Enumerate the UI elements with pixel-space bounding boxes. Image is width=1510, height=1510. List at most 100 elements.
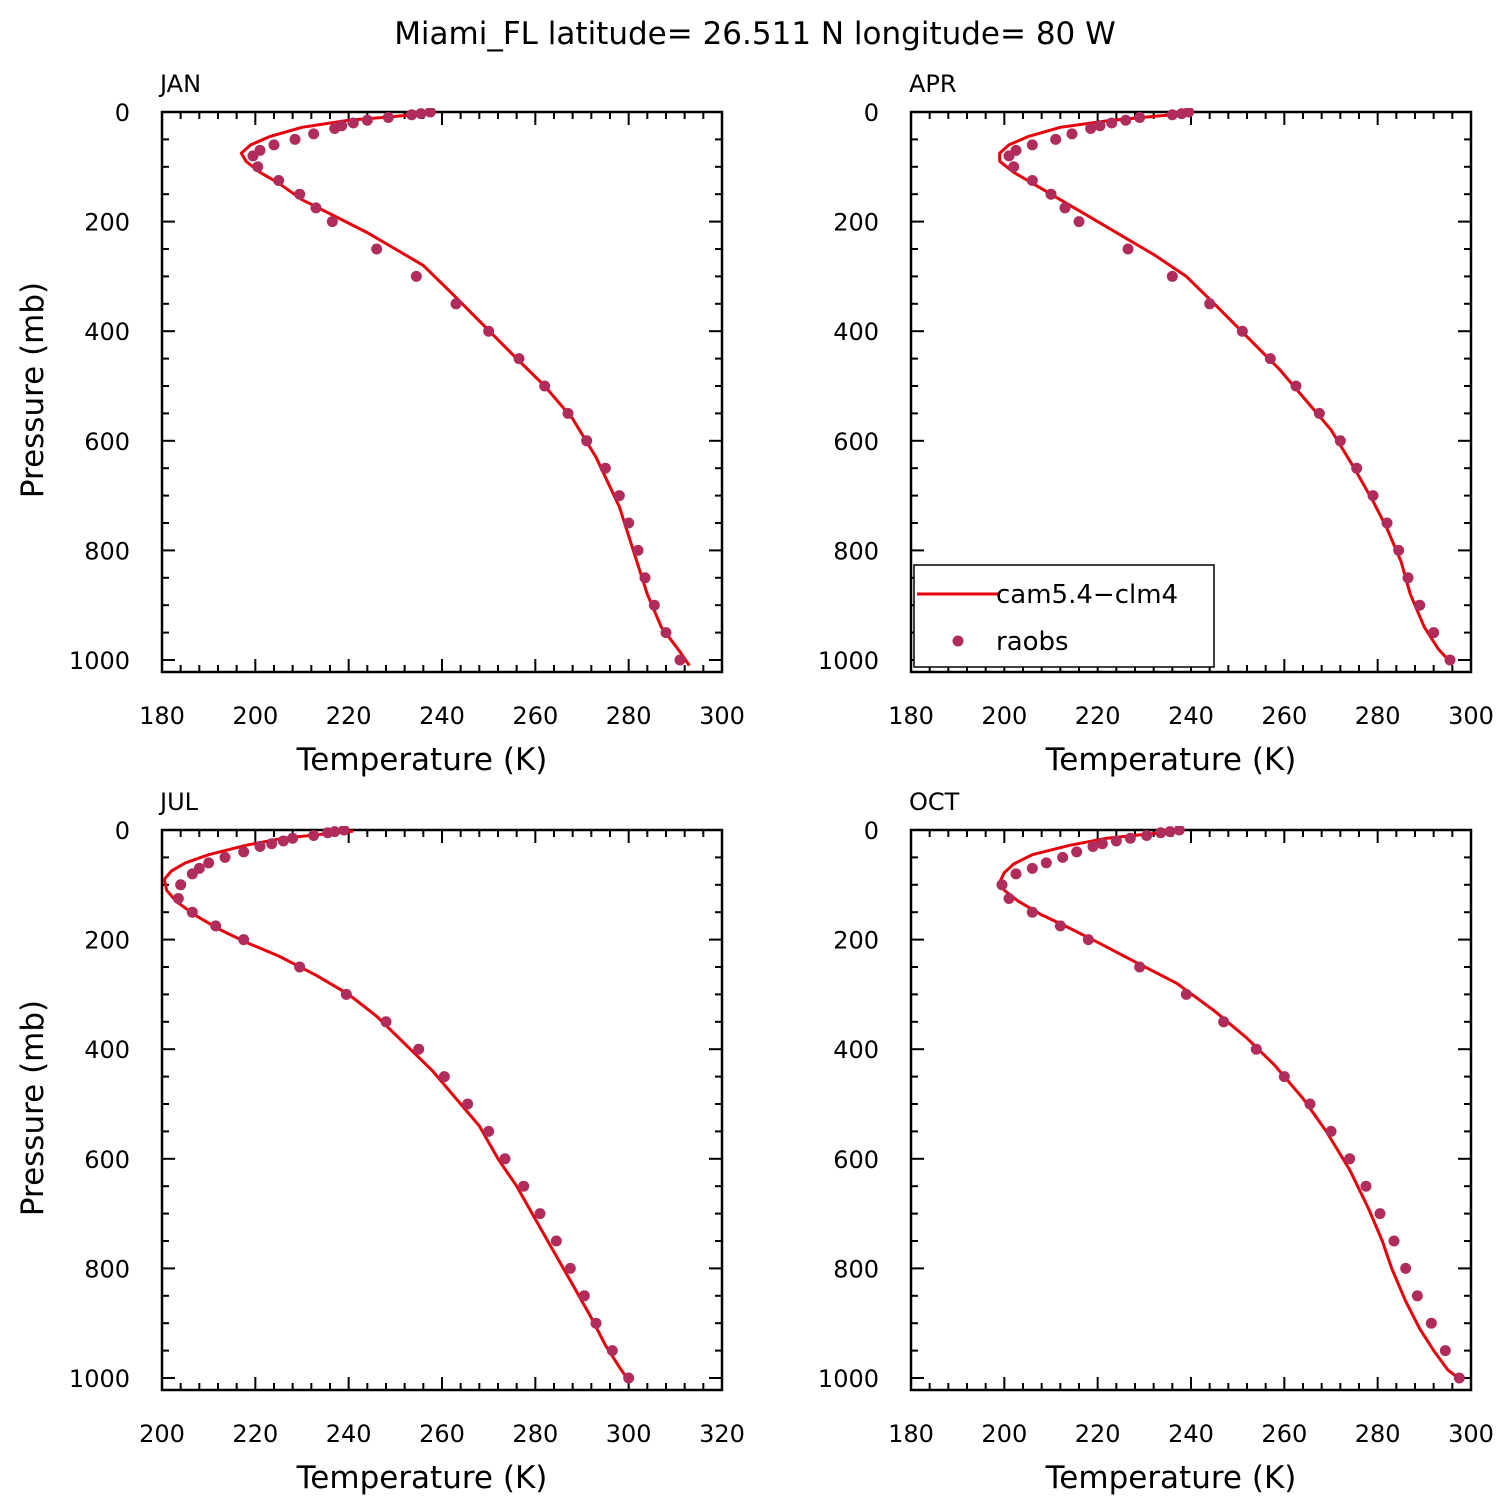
obs-point [326,216,338,228]
obs-point [1096,838,1108,850]
obs-point [1325,1125,1337,1137]
obs-point [534,1208,546,1220]
obs-point [1304,1098,1316,1110]
obs-point [361,114,373,126]
y-tick-label: 200 [84,927,130,955]
y-tick-label: 800 [84,537,130,565]
y-tick-label: 600 [833,428,879,456]
obs-point [172,893,184,904]
x-tick-label: 260 [1261,702,1307,730]
obs-point [1087,840,1099,852]
obs-point [499,1153,511,1165]
y-tick-label: 400 [833,318,879,346]
obs-point [539,380,551,392]
obs-point [340,988,352,1000]
obs-point [1003,150,1015,162]
obs-point [277,835,289,847]
obs-point [1010,868,1022,880]
obs-point [186,906,198,918]
x-axis-label: Temperature (K) [1045,1460,1297,1496]
y-tick-label: 1000 [69,1365,130,1393]
x-tick-label: 280 [606,702,652,730]
obs-point [1110,835,1122,847]
obs-point [203,857,215,869]
obs-point [518,1180,530,1192]
panels-container: 180 200 220 240 260 280 300 0 200 400 600 800 1000 JA… [15,70,1494,1496]
x-tick-label: 200 [139,1420,185,1448]
x-tick-label: 180 [139,702,185,730]
x-tick-label: 240 [1168,1420,1214,1448]
y-tick-label: 1000 [818,647,879,675]
obs-point [380,1016,392,1028]
y-tick-label: 600 [833,1146,879,1174]
x-tick-label: 280 [512,1420,558,1448]
x-tick-label: 180 [888,1420,934,1448]
x-tick-label: 180 [888,702,934,730]
obs-point [1439,1345,1451,1357]
obs-point [1085,122,1097,134]
panel-oct: 180 200 220 240 260 280 300 0 200 400 600 800 1000 OC… [818,788,1494,1496]
obs-point [1173,826,1185,836]
obs-point [1057,851,1069,863]
obs-point [564,1262,576,1274]
model-series-line [239,111,691,667]
y-tick-label: 800 [84,1255,130,1283]
obs-point [308,829,320,841]
obs-point [347,117,359,129]
obs-point [1400,1262,1412,1274]
obs-point [1411,1290,1423,1302]
obs-point [674,654,686,666]
obs-point [1360,1180,1372,1192]
obs-point [1094,120,1106,132]
x-tick-label: 300 [606,1420,652,1448]
legend: cam5.4−clm4 raobs [913,564,1215,668]
obs-point [1425,1317,1437,1329]
obs-point [1351,462,1363,474]
obs-point [1264,353,1276,365]
obs-point [1122,243,1134,255]
obs-point [1176,108,1188,120]
legend-obs-label: raobs [996,627,1069,657]
obs-point [1313,407,1325,419]
obs-point [1003,893,1015,904]
obs-point [410,270,422,282]
x-tick-label: 240 [419,702,465,730]
obs-point [462,1098,474,1110]
obs-point [1453,1372,1465,1384]
obs-point [1414,599,1426,611]
obs-point [287,832,299,844]
obs-point [1026,139,1038,151]
plot-data [996,826,1465,1384]
obs-point [483,1125,495,1137]
obs-point [254,840,266,852]
obs-point [632,544,644,556]
obs-point [289,133,301,145]
obs-point [266,838,278,850]
obs-point [210,920,222,932]
obs-point [1166,109,1178,121]
obs-point [406,109,418,121]
plot-frame [160,828,724,1392]
x-tick-label: 300 [1448,702,1494,730]
obs-point [1124,832,1136,844]
obs-point [1374,1208,1386,1220]
obs-point [1393,544,1405,556]
obs-point [590,1317,602,1329]
obs-point [660,627,672,639]
y-tick-label: 1000 [818,1365,879,1393]
figure-title: Miami_FL latitude= 26.511 N longitude= 8… [394,16,1116,52]
model-series-line [162,829,630,1382]
obs-point [424,108,436,118]
y-tick-label: 200 [84,209,130,237]
y-tick-label: 1000 [69,647,130,675]
x-tick-label: 280 [1355,702,1401,730]
obs-point [308,128,320,140]
y-tick-label: 400 [84,318,130,346]
obs-point [1290,380,1302,392]
x-tick-label: 240 [1168,702,1214,730]
model-series-line [998,111,1454,666]
obs-point [1250,1043,1262,1055]
obs-point [1444,654,1456,666]
panel-label: JUL [158,788,199,816]
